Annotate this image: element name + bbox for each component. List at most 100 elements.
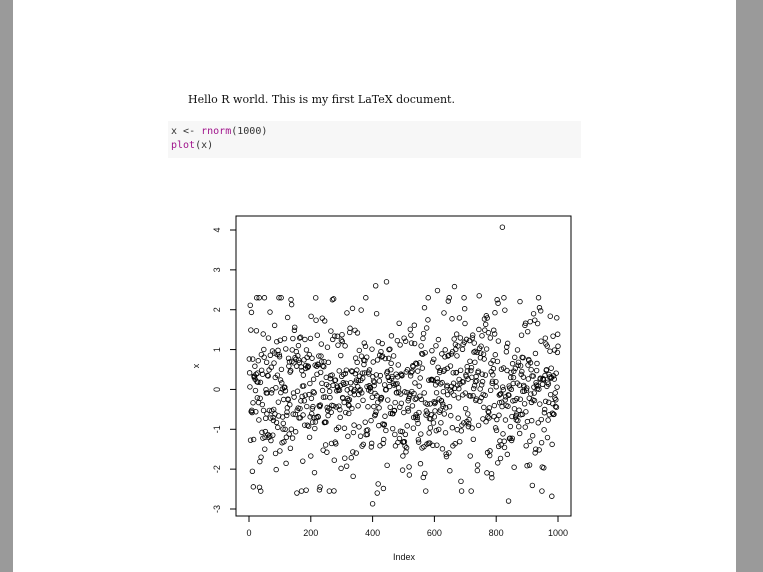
data-point — [401, 409, 407, 416]
data-point — [502, 417, 509, 423]
data-point — [538, 439, 545, 446]
data-point — [544, 434, 551, 441]
data-point — [409, 403, 416, 409]
data-point — [467, 393, 474, 399]
data-point — [249, 468, 256, 474]
data-point — [414, 361, 420, 367]
data-point — [475, 422, 482, 429]
data-point — [415, 420, 421, 427]
data-point — [435, 336, 442, 343]
data-point — [523, 443, 529, 449]
data-point — [440, 403, 446, 410]
data-point — [358, 307, 364, 313]
data-point — [443, 451, 449, 457]
data-point — [418, 431, 424, 437]
data-point — [254, 370, 261, 376]
data-point — [278, 366, 285, 373]
data-point — [476, 293, 482, 299]
data-point — [281, 335, 288, 342]
data-point — [326, 388, 333, 395]
data-point — [360, 375, 366, 381]
data-point — [416, 360, 423, 366]
data-point — [414, 414, 421, 421]
data-point — [411, 340, 418, 347]
data-point — [551, 411, 557, 418]
data-point — [256, 484, 263, 491]
data-point — [448, 412, 454, 419]
data-point — [440, 401, 446, 407]
data-point — [494, 297, 500, 303]
data-point — [310, 403, 316, 410]
data-point — [479, 333, 485, 339]
data-point — [491, 402, 498, 409]
data-point — [457, 335, 464, 341]
data-point — [396, 320, 402, 326]
data-point — [399, 373, 405, 379]
data-point — [396, 389, 402, 395]
data-point — [287, 445, 294, 451]
data-point — [466, 416, 472, 423]
data-point — [398, 400, 405, 406]
data-point — [421, 305, 428, 311]
code-fn-rnorm: rnorm — [201, 126, 232, 137]
data-point — [291, 327, 298, 333]
data-point — [425, 295, 431, 301]
data-point — [325, 359, 332, 366]
data-point — [329, 372, 335, 378]
data-point — [510, 398, 516, 404]
data-point — [305, 423, 312, 429]
data-point — [480, 351, 487, 357]
data-point — [385, 374, 392, 381]
data-point — [253, 328, 260, 334]
data-point — [493, 378, 499, 385]
data-point — [331, 488, 337, 494]
data-point — [552, 403, 559, 410]
data-point — [465, 411, 471, 417]
data-point — [479, 371, 485, 377]
data-point — [257, 379, 264, 386]
data-point — [398, 391, 404, 397]
data-point — [262, 434, 268, 441]
data-point — [357, 433, 364, 439]
data-point — [282, 388, 289, 394]
data-point — [273, 419, 280, 426]
data-point — [371, 403, 377, 410]
data-point — [300, 412, 306, 418]
data-point — [308, 453, 314, 459]
data-point — [407, 326, 413, 332]
data-point — [463, 336, 470, 343]
data-point — [312, 425, 318, 432]
data-point — [378, 394, 385, 401]
data-point — [478, 343, 484, 349]
data-point — [373, 372, 380, 378]
data-point — [410, 364, 416, 370]
data-point — [383, 279, 390, 285]
data-point — [445, 352, 452, 358]
data-point — [504, 344, 510, 350]
data-point — [506, 392, 512, 399]
data-point — [500, 431, 506, 437]
data-point — [311, 469, 318, 476]
data-point — [259, 401, 265, 408]
data-point — [321, 364, 327, 370]
data-point — [536, 305, 543, 311]
data-point — [547, 391, 554, 398]
data-point — [496, 392, 502, 398]
data-point — [423, 325, 430, 331]
data-point — [404, 423, 410, 429]
data-point — [264, 372, 271, 379]
data-point — [547, 313, 553, 319]
data-point — [451, 392, 457, 398]
data-point — [535, 383, 541, 389]
data-point — [330, 382, 336, 389]
data-point — [390, 410, 396, 417]
data-point — [330, 296, 337, 302]
data-point — [532, 350, 539, 357]
code-block: x <- rnorm(1000) plot(x) — [168, 121, 581, 158]
data-point — [282, 426, 288, 433]
data-point — [415, 439, 422, 445]
data-point — [516, 430, 523, 437]
data-point — [355, 403, 361, 409]
data-point — [491, 327, 497, 333]
data-point — [383, 386, 389, 393]
